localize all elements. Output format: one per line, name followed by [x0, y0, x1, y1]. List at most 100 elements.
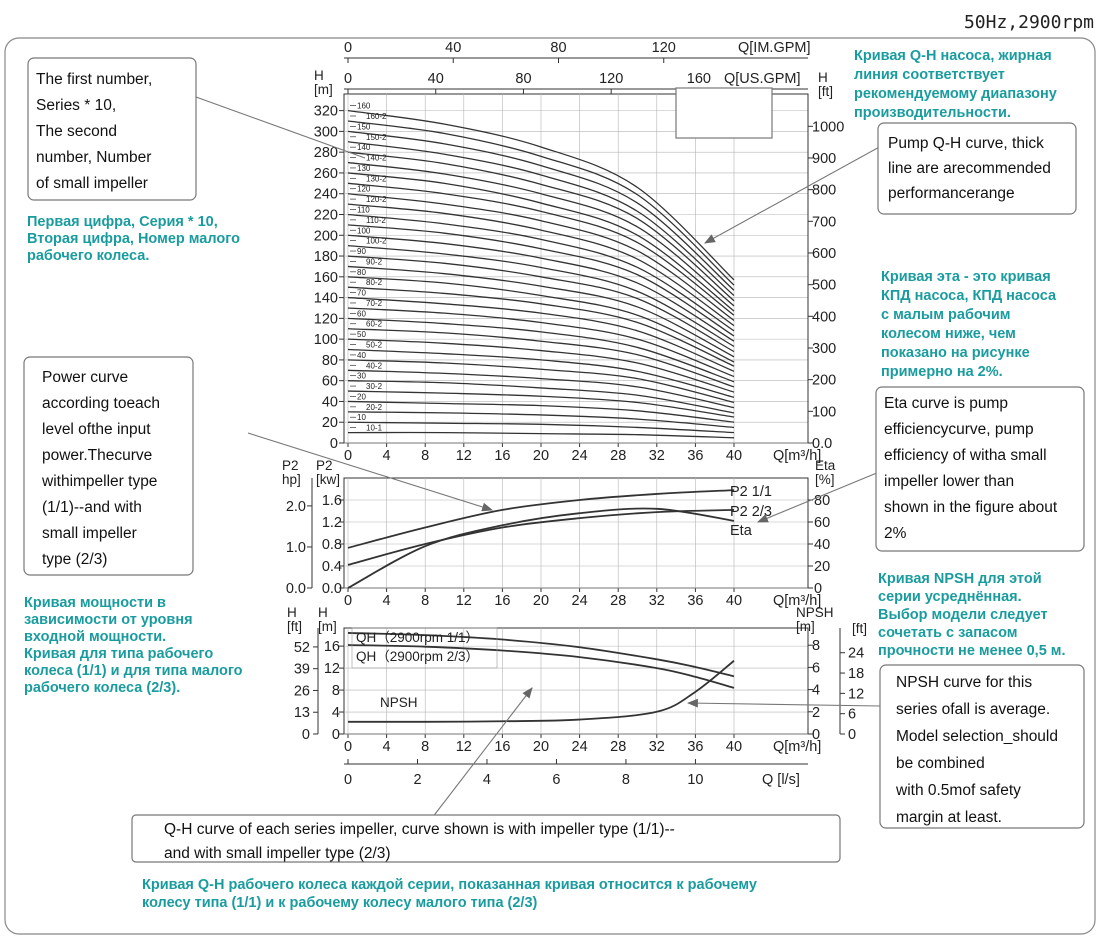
y-tick-label: 8: [812, 638, 820, 654]
note-text: type (2/3): [42, 551, 107, 568]
note-text: Кривая NPSH для этой: [878, 571, 1042, 587]
series-label: 30: [357, 372, 366, 381]
x-tick-label: 0: [344, 739, 352, 755]
series-line: [347, 151, 735, 302]
x-tick-label: 6: [552, 772, 560, 788]
note-text: Q-H curve of each series impeller, curve…: [164, 821, 675, 838]
y-tick-label: 1000: [812, 119, 844, 135]
legend-frame: [351, 627, 498, 669]
x-tick-label: 40: [726, 448, 742, 464]
series-label: 70-2: [366, 299, 383, 308]
note-text: The first number,: [36, 71, 152, 88]
y-tick-label: 16: [324, 639, 340, 655]
x-axis-title: Q[m³/h]: [773, 593, 821, 609]
x-tick-label: 80: [550, 40, 566, 56]
y-tick-label: 60: [814, 515, 830, 531]
y-tick-label: 8: [332, 683, 340, 699]
note-text: примерно на 2%.: [881, 364, 1003, 380]
note-text: level ofthe input: [42, 421, 151, 438]
series-line: [347, 255, 735, 353]
series-label: NPSH: [380, 695, 418, 710]
series-line: [347, 359, 735, 404]
x-tick-label: 12: [456, 448, 472, 464]
series-line: [347, 109, 735, 281]
y-tick-label: 0.0: [286, 581, 306, 597]
note-text: performancerange: [888, 185, 1015, 202]
note-text: series ofall is average.: [896, 701, 1050, 718]
note-text: (1/1)--and with: [42, 499, 142, 516]
y-tick-label: 2.0: [286, 499, 306, 515]
y-tick-label: 1.0: [286, 540, 306, 556]
y-tick-label: 0: [848, 727, 856, 743]
series-line: [347, 338, 735, 393]
x-tick-label: 20: [533, 448, 549, 464]
series-line: [347, 141, 735, 296]
y-tick-label: 1.6: [322, 493, 342, 509]
y-tick-label: 0: [330, 436, 338, 452]
note-text: входной мощности.: [24, 629, 166, 645]
axis-title: hp]: [282, 472, 301, 487]
y-tick-label: 26: [294, 683, 310, 699]
y-tick-label: 0: [812, 727, 820, 743]
note-text: серии усреднённая.: [878, 589, 1022, 605]
x-tick-label: 28: [610, 739, 626, 755]
x-tick-label: 8: [421, 593, 429, 609]
x-tick-label: 4: [383, 739, 391, 755]
y-tick-label: 18: [848, 666, 864, 682]
note-text: Eta curve is pump: [884, 395, 1008, 412]
axis-title: P2: [316, 458, 333, 473]
note-box: [879, 664, 1085, 829]
series-line: [347, 507, 735, 589]
series-line: [347, 660, 735, 723]
note-box: [875, 386, 1085, 552]
note-text: small impeller: [42, 525, 137, 542]
x-tick-label: 10: [687, 772, 703, 788]
note-text: колеса (1/1) и для типа малого: [24, 663, 243, 679]
series-label: 130: [357, 164, 371, 173]
series-line: [347, 193, 735, 321]
y-tick-label: 0.8: [322, 537, 342, 553]
x-tick-label: 36: [687, 593, 703, 609]
y-tick-label: 300: [314, 124, 338, 140]
y-tick-label: 500: [812, 278, 836, 294]
x-tick-label: 20: [533, 739, 549, 755]
note-text: Кривая мощности в: [24, 595, 166, 611]
axis-title: [m]: [314, 82, 333, 97]
note-text: рабочего колеса.: [27, 248, 149, 264]
axis-title: [m]: [796, 619, 815, 634]
axis-title: [kw]: [316, 472, 340, 487]
note-text: Кривая эта - это кривая: [881, 269, 1051, 285]
note-text: зависимости от уровня: [24, 612, 193, 628]
y-tick-label: 4: [332, 705, 340, 721]
x-tick-label: 0: [344, 772, 352, 788]
note-text: of small impeller: [36, 175, 148, 192]
note-text: показано на рисунке: [881, 345, 1030, 361]
x-tick-label: 4: [383, 593, 391, 609]
pointer: [686, 698, 881, 708]
series-label: 150: [357, 122, 371, 131]
y-tick-label: 220: [314, 207, 338, 223]
x-tick-label: 32: [649, 739, 665, 755]
y-tick-label: 320: [314, 104, 338, 120]
y-tick-label: 24: [848, 646, 864, 662]
x-tick-label: 4: [483, 772, 491, 788]
series-label: Eta: [730, 523, 753, 539]
series-line: [347, 161, 735, 307]
y-tick-label: 240: [314, 187, 338, 203]
note-box: [877, 122, 1077, 215]
axis-title: [m]: [318, 619, 337, 634]
note-text: impeller lower than: [884, 473, 1014, 490]
y-tick-label: 2: [812, 705, 820, 721]
y-tick-label: 6: [848, 707, 856, 723]
series-label: 140-2: [366, 154, 387, 163]
series-label: 20-2: [366, 403, 383, 412]
axis-title: P2: [282, 458, 299, 473]
y-tick-label: 80: [322, 353, 338, 369]
series-line: [347, 234, 735, 342]
pointer: [431, 687, 533, 819]
series-line: [347, 276, 735, 363]
y-tick-label: 100: [812, 404, 836, 420]
series-label: 10-1: [366, 424, 383, 433]
note-text: power.Thecurve: [42, 447, 152, 464]
